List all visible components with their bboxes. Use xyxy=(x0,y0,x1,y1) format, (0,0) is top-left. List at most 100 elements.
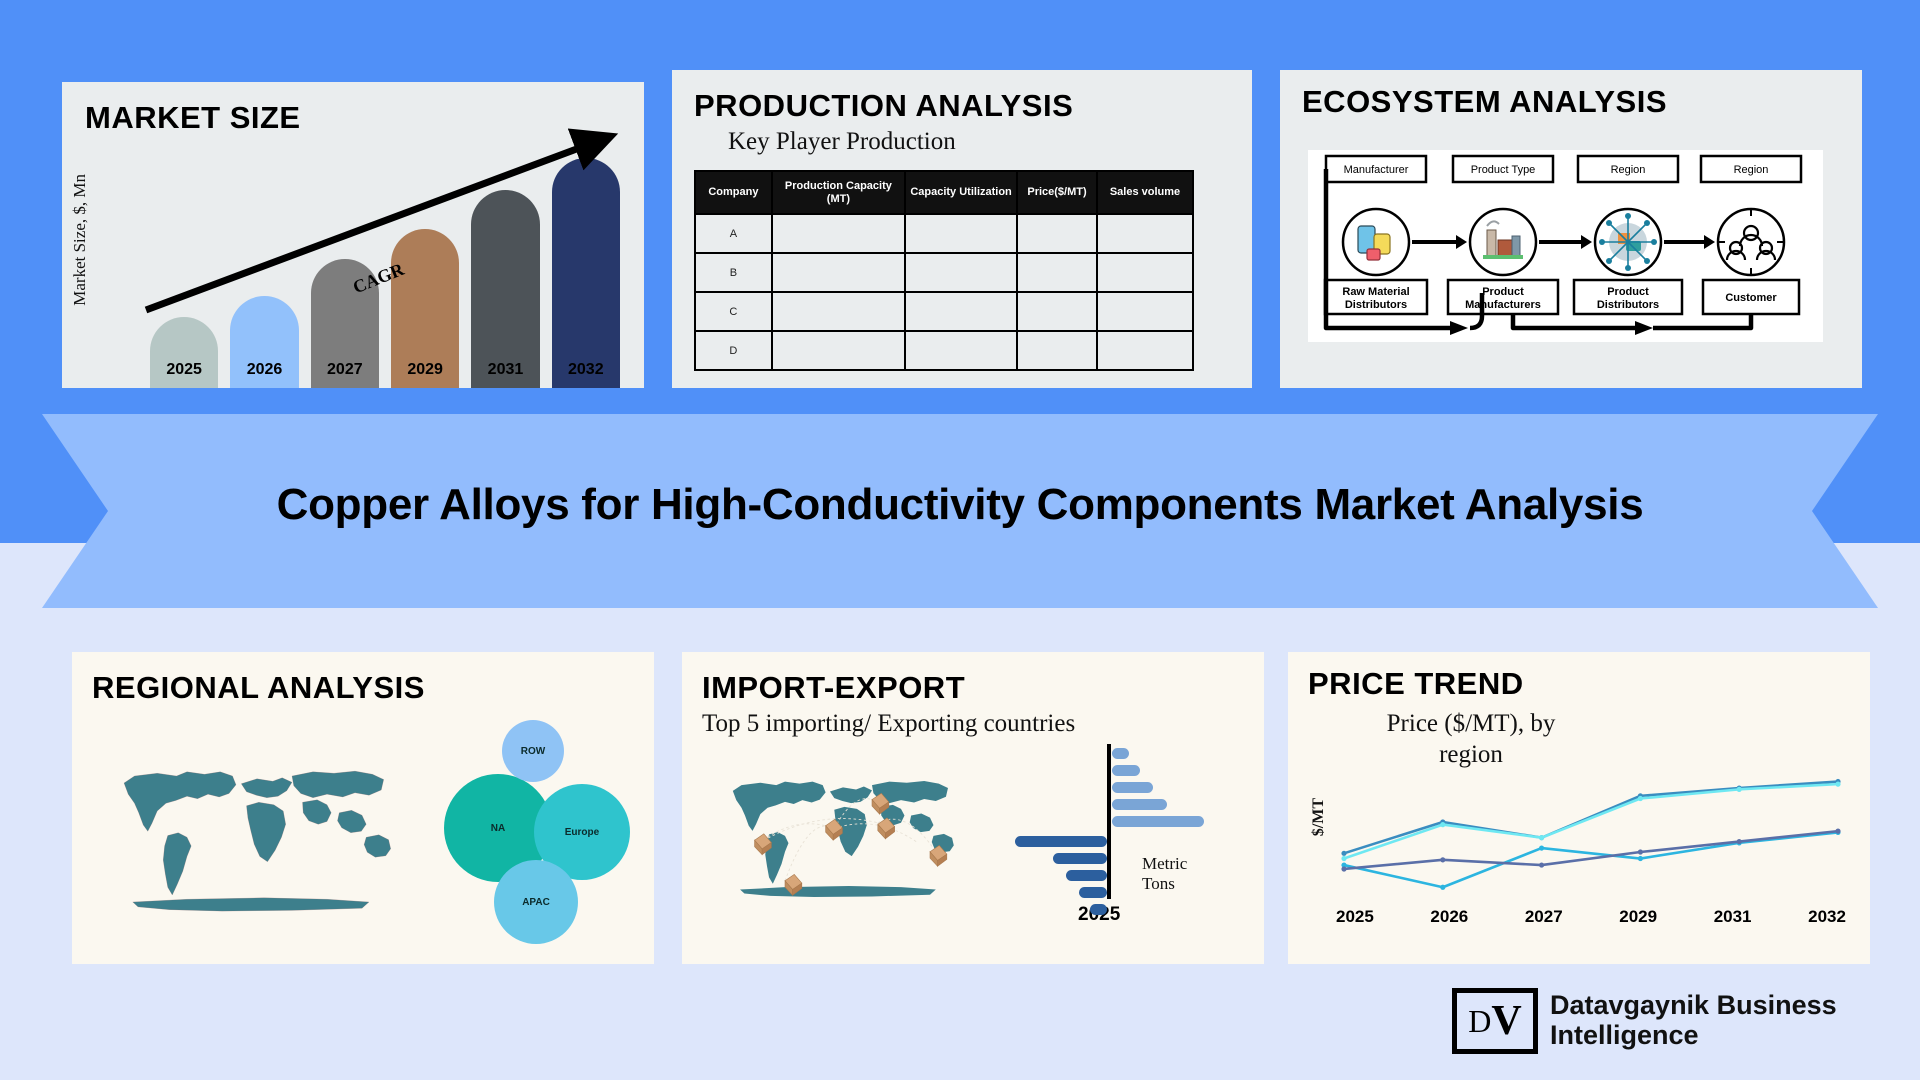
world-map-trade-icon xyxy=(698,746,988,946)
table-cell xyxy=(904,291,1019,333)
import-export-tornado-chart: Metric Tons 2025 xyxy=(1002,744,1212,925)
market-size-bar-year-label: 2032 xyxy=(568,361,604,378)
logo-company-name: Datavgaynik Business Intelligence xyxy=(1550,991,1837,1050)
price-trend-point xyxy=(1539,835,1545,841)
market-size-bar: 2027 xyxy=(310,259,379,388)
logo-line-2: Intelligence xyxy=(1550,1020,1699,1050)
tornado-bar-exporting xyxy=(1078,887,1107,898)
key-player-production-table: Company Production Capacity (MT) Capacity … xyxy=(694,169,1194,372)
market-size-bar-year-label: 2025 xyxy=(166,361,202,378)
region-bubble: APAC xyxy=(494,860,578,944)
price-trend-point xyxy=(1835,781,1841,787)
regional-title: REGIONAL ANALYSIS xyxy=(92,670,425,705)
table-cell: C xyxy=(694,291,773,333)
market-size-bar: 2029 xyxy=(390,229,460,388)
parcel-box-icon xyxy=(825,818,843,841)
price-trend-point xyxy=(1341,855,1347,862)
page-title: Copper Alloys for High-Conductivity Comp… xyxy=(276,480,1644,529)
region-bubble-chart: NA Europe APAC ROW xyxy=(442,712,642,944)
price-trend-point xyxy=(1539,845,1545,851)
table-cell xyxy=(1016,330,1098,372)
logo-line-1: Datavgaynik Business xyxy=(1550,990,1837,1021)
import-export-title: IMPORT-EXPORT xyxy=(702,670,966,705)
ecosystem-top-box: Manufacturer xyxy=(1324,154,1428,184)
table-column-header: Capacity Utilization xyxy=(904,169,1019,216)
price-trend-point xyxy=(1637,855,1643,862)
ecosystem-diagram: Manufacturer Product Type Region Region Raw … xyxy=(1308,150,1823,342)
ecosystem-flow-arrow-icon xyxy=(1539,235,1592,249)
market-size-title: MARKET SIZE xyxy=(85,100,301,135)
table-header-row: Company Production Capacity (MT) Capacity … xyxy=(694,169,1194,216)
table-cell xyxy=(1096,291,1194,333)
price-trend-point xyxy=(1341,866,1347,872)
price-trend-x-tick: 2027 xyxy=(1524,907,1563,926)
regional-analysis-panel: REGIONAL ANALYSIS NA Europe APAC ROW xyxy=(72,652,654,964)
price-trend-x-tick: 2029 xyxy=(1619,907,1658,926)
import-export-panel: IMPORT-EXPORT Top 5 importing/ Exporting… xyxy=(682,652,1264,964)
ecosystem-top-box: Region xyxy=(1576,154,1680,184)
cagr-arrow-icon xyxy=(144,128,619,314)
table-cell xyxy=(904,213,1019,255)
parcel-box-icon xyxy=(754,833,772,856)
svg-text:Raw Material: Raw Material xyxy=(1342,286,1409,298)
table-row: C xyxy=(694,291,1194,333)
table-cell: D xyxy=(694,330,773,372)
table-column-header: Sales volume xyxy=(1096,169,1194,216)
price-trend-x-tick: 2032 xyxy=(1808,907,1846,926)
ecosystem-analysis-panel: ECOSYSTEM ANALYSIS Manufacturer Product T… xyxy=(1280,70,1862,388)
price-trend-x-tick: 2026 xyxy=(1430,907,1469,926)
parcel-box-icon xyxy=(929,845,948,868)
ecosystem-flow-arrow-icon xyxy=(1664,235,1715,249)
table-cell xyxy=(1016,213,1098,255)
tornado-center-axis xyxy=(1107,744,1111,899)
ecosystem-node-icon xyxy=(1468,207,1538,277)
ecosystem-loop-arrows-icon xyxy=(1323,169,1754,335)
market-size-panel: MARKET SIZE Market Size, $, Mn 2025 2026 2… xyxy=(62,82,644,388)
tornado-bar-exporting xyxy=(1090,904,1107,915)
table-cell xyxy=(770,291,907,333)
market-size-bar-year-label: 2029 xyxy=(407,361,443,378)
svg-text:Product: Product xyxy=(1607,286,1649,298)
market-size-y-axis-label: Market Size, $, Mn xyxy=(70,174,89,306)
svg-text:Distributors: Distributors xyxy=(1345,299,1407,311)
table-column-header: Price($/MT) xyxy=(1016,169,1098,216)
svg-text:Distributors: Distributors xyxy=(1597,299,1659,311)
logo-letter-d: D xyxy=(1468,1002,1492,1039)
market-size-bar-year-label: 2026 xyxy=(246,361,283,378)
price-trend-point xyxy=(1637,849,1643,855)
parcel-box-icon xyxy=(877,817,896,840)
production-title: PRODUCTION ANALYSIS xyxy=(694,88,1074,123)
svg-text:Manufacturers: Manufacturers xyxy=(1465,299,1541,311)
price-trend-title: PRICE TREND xyxy=(1308,666,1524,701)
ecosystem-top-box: Product Type xyxy=(1451,154,1555,184)
table-cell xyxy=(904,252,1019,294)
metric-tons-label: Metric Tons xyxy=(1142,854,1188,893)
price-trend-line xyxy=(1343,782,1839,860)
table-cell xyxy=(1016,291,1098,333)
tornado-bar-importing xyxy=(1112,748,1129,759)
price-trend-point xyxy=(1539,862,1545,868)
tornado-bar-exporting xyxy=(1066,870,1107,881)
svg-text:Product Type: Product Type xyxy=(1471,164,1536,176)
table-column-header: Production Capacity (MT) xyxy=(770,169,907,216)
market-size-bar-chart: 2025 2026 2027 2029 2031 2032 xyxy=(150,158,620,388)
price-trend-subtitle: Price ($/MT), by region xyxy=(1386,710,1556,769)
tornado-bar-importing xyxy=(1112,765,1141,776)
table-cell: A xyxy=(694,213,773,255)
market-size-bar: 2026 xyxy=(230,296,299,388)
import-export-subtitle: Top 5 importing/ Exporting countries xyxy=(702,710,1076,737)
svg-text:Manufacturer: Manufacturer xyxy=(1344,164,1409,176)
ecosystem-node-icon xyxy=(1341,207,1411,277)
price-trend-line xyxy=(1343,829,1839,871)
main-title-banner: Copper Alloys for High-Conductivity Comp… xyxy=(42,414,1878,608)
ecosystem-flow-arrow-icon xyxy=(1412,235,1467,249)
price-trend-point xyxy=(1736,786,1742,792)
table-row: D xyxy=(694,330,1194,372)
market-size-bar: 2025 xyxy=(150,316,219,388)
table-cell xyxy=(770,252,907,294)
price-trend-point xyxy=(1341,862,1347,868)
ecosystem-bottom-box: Customer xyxy=(1701,278,1801,316)
region-bubble: ROW xyxy=(502,720,564,782)
